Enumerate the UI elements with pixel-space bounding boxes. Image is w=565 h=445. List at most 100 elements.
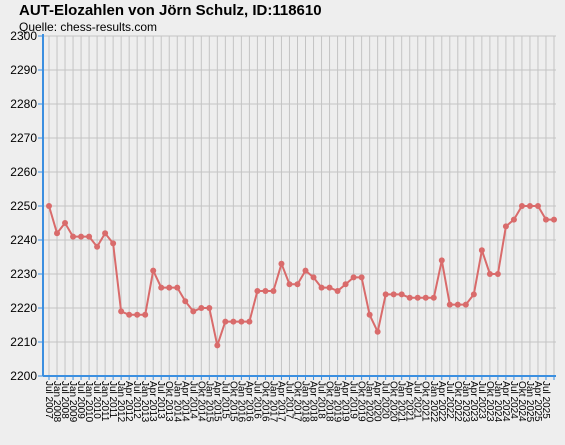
- x-tick-label: Jul 2023: [476, 381, 487, 419]
- x-tick-label: Jan 2011: [99, 381, 110, 422]
- data-point: [278, 260, 285, 267]
- x-tick-label: Jan 2012: [115, 381, 126, 423]
- data-point: [342, 281, 349, 288]
- y-tick-label: 2220: [10, 301, 37, 315]
- y-tick-label: 2280: [10, 97, 37, 111]
- data-point: [254, 288, 261, 294]
- y-tick-label: 2270: [10, 131, 37, 145]
- data-point: [118, 308, 125, 315]
- data-point: [374, 328, 381, 335]
- x-tick-label: Jul 2013: [155, 381, 166, 419]
- data-point: [270, 288, 277, 294]
- x-tick-label: Jan 2014: [171, 381, 182, 423]
- data-point: [166, 284, 173, 291]
- data-point: [190, 308, 197, 315]
- x-tick-label: Jan 2021: [396, 381, 407, 423]
- data-point: [486, 271, 493, 277]
- data-point: [206, 305, 213, 311]
- data-point: [446, 301, 453, 308]
- data-point: [102, 230, 109, 237]
- y-tick-label: 2260: [10, 165, 37, 179]
- x-tick-label: Jan 2018: [300, 381, 311, 423]
- x-tick-label: Jan 2008: [51, 381, 62, 423]
- data-point: [222, 318, 229, 325]
- data-point: [406, 294, 413, 301]
- data-point: [366, 311, 373, 318]
- x-tick-label: Apr 2019: [340, 381, 351, 422]
- data-point: [438, 257, 445, 264]
- x-tick-label: Jul 2025: [540, 381, 551, 419]
- x-tick-label: Okt 2024: [516, 381, 527, 422]
- y-tick-label: 2300: [10, 29, 37, 43]
- x-tick-label: Jul 2015: [219, 381, 230, 419]
- x-tick-label: Okt 2023: [484, 381, 495, 422]
- x-tick-label: Jul 2016: [251, 381, 262, 419]
- x-tick-label: Jan 2024: [492, 381, 503, 423]
- data-point: [478, 247, 485, 254]
- x-tick-label: Apr 2022: [436, 381, 447, 422]
- x-tick-label: Okt 2016: [259, 381, 270, 422]
- x-tick-label: Jan 2022: [428, 381, 439, 423]
- data-point: [238, 318, 245, 325]
- x-tick-label: Okt 2014: [195, 381, 206, 422]
- x-tick-label: Jan 2016: [235, 381, 246, 423]
- y-tick-label: 2290: [10, 63, 37, 77]
- data-point: [126, 311, 133, 318]
- x-tick-label: Okt 2017: [291, 381, 302, 422]
- data-point: [542, 216, 549, 223]
- data-point: [286, 281, 293, 288]
- x-tick-label: Jul 2024: [508, 381, 519, 419]
- x-tick-label: Jul 2019: [348, 381, 359, 419]
- axes: [42, 34, 556, 377]
- y-tick-label: 2240: [10, 233, 37, 247]
- x-tick-label: Jan 2023: [460, 381, 471, 423]
- x-tick-label: Jul 2022: [444, 381, 455, 419]
- x-tick-label: Jul 2008: [59, 381, 70, 419]
- x-tick-label: Okt 2022: [452, 381, 463, 422]
- x-tick-label: Jan 2025: [524, 381, 535, 423]
- x-tick-label: Jan 2010: [83, 381, 94, 423]
- x-tick-label: Jul 2014: [187, 381, 198, 419]
- x-tick-label: Okt 2020: [388, 381, 399, 422]
- data-point: [262, 288, 269, 294]
- data-point: [302, 267, 309, 274]
- x-tick-label: Jan 2020: [364, 381, 375, 423]
- x-tick-label: Okt 2019: [356, 381, 367, 422]
- data-point: [294, 281, 301, 288]
- x-tick-label: Jul 2007: [43, 381, 54, 419]
- data-point: [246, 318, 253, 325]
- data-point: [462, 301, 469, 308]
- data-point: [70, 233, 77, 240]
- chart-title: AUT-Elozahlen von Jörn Schulz, ID:118610: [19, 2, 322, 19]
- data-point: [350, 274, 357, 281]
- data-point: [494, 271, 501, 277]
- data-point: [502, 223, 509, 230]
- x-tick-label: Jan 2013: [139, 381, 150, 423]
- data-point: [150, 267, 157, 274]
- data-point: [551, 216, 557, 223]
- data-point: [510, 216, 517, 223]
- y-tick-label: 2200: [10, 369, 37, 383]
- data-point: [518, 203, 525, 209]
- y-tick-label: 2250: [10, 199, 37, 213]
- y-tick-label: 2230: [10, 267, 37, 281]
- x-tick-label: Apr 2016: [243, 381, 254, 422]
- x-tick-label: Jul 2011: [107, 381, 118, 419]
- data-point: [86, 233, 93, 240]
- data-point: [174, 284, 181, 291]
- data-point: [398, 291, 405, 298]
- x-tick-label: Jan 2017: [267, 381, 278, 423]
- x-tick-label: Apr 2024: [500, 381, 511, 422]
- data-point: [534, 203, 541, 209]
- x-tick-label: Apr 2025: [532, 381, 543, 422]
- data-point: [334, 288, 341, 294]
- x-tick-label: Okt 2013: [163, 381, 174, 422]
- x-tick-label: Apr 2020: [372, 381, 383, 422]
- data-point: [94, 243, 101, 250]
- series-line: [46, 203, 557, 349]
- x-tick-label: Apr 2018: [308, 381, 319, 422]
- x-tick-label: Apr 2017: [275, 381, 286, 422]
- x-tick-label: Jul 2009: [75, 381, 86, 419]
